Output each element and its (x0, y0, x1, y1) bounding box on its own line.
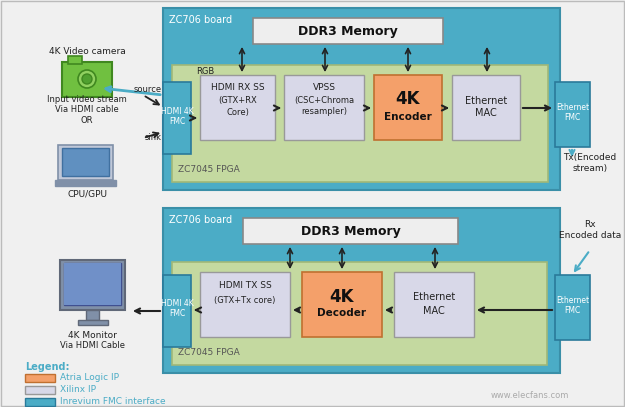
Text: Core): Core) (226, 107, 249, 116)
Bar (64, 263, 121, 305)
Bar (68, 56, 82, 64)
Text: Decoder: Decoder (318, 309, 366, 319)
Text: source: source (134, 85, 162, 94)
Text: ZC706 board: ZC706 board (169, 215, 232, 225)
Bar (62, 148, 109, 176)
Bar (374, 75, 442, 140)
Bar (163, 275, 191, 347)
Text: Rx
Encoded data: Rx Encoded data (559, 220, 621, 240)
Bar (555, 82, 590, 147)
Bar (25, 374, 55, 382)
Text: 4K: 4K (396, 90, 420, 109)
Text: (GTX+Tx core): (GTX+Tx core) (214, 295, 276, 304)
Text: Legend:: Legend: (25, 362, 69, 372)
Bar (163, 208, 560, 373)
Text: ZC7045 FPGA: ZC7045 FPGA (178, 165, 240, 174)
Bar (284, 75, 364, 140)
Bar (64, 263, 121, 305)
Text: Via HDMI Cable: Via HDMI Cable (59, 341, 124, 350)
Text: HDMI 4K: HDMI 4K (161, 107, 193, 116)
Text: MAC: MAC (423, 306, 445, 315)
Text: CPU/GPU: CPU/GPU (67, 190, 107, 199)
Bar (302, 272, 382, 337)
Text: FMC: FMC (564, 306, 581, 315)
Text: HDMI 4K: HDMI 4K (161, 300, 193, 309)
Bar (78, 320, 108, 325)
Text: FMC: FMC (169, 116, 185, 125)
Bar (253, 18, 443, 44)
Text: 4K: 4K (330, 287, 354, 306)
Bar (452, 75, 520, 140)
Text: DDR3 Memory: DDR3 Memory (298, 24, 398, 37)
Ellipse shape (82, 74, 92, 84)
Text: Ethernet: Ethernet (465, 96, 507, 105)
Text: sink: sink (145, 133, 162, 142)
Bar (60, 260, 125, 310)
Text: (CSC+Chroma: (CSC+Chroma (294, 96, 354, 105)
Bar (25, 398, 55, 406)
Bar (62, 62, 112, 97)
Text: Tx(Encoded
stream): Tx(Encoded stream) (563, 153, 617, 173)
Text: Inrevium FMC interface: Inrevium FMC interface (60, 398, 166, 407)
Text: Ethernet: Ethernet (556, 103, 589, 112)
Text: FMC: FMC (169, 309, 185, 319)
Text: www.elecfans.com: www.elecfans.com (491, 390, 569, 400)
Bar (172, 65, 548, 182)
Text: Ethernet: Ethernet (556, 296, 589, 305)
Bar (25, 386, 55, 394)
Bar (555, 275, 590, 340)
Bar (200, 75, 275, 140)
Bar (58, 145, 113, 180)
Text: Encoder: Encoder (384, 112, 432, 122)
Text: Input video stream
Via HDMI cable
OR: Input video stream Via HDMI cable OR (47, 95, 127, 125)
Bar (394, 272, 474, 337)
Text: VPSS: VPSS (312, 83, 336, 92)
Text: HDMI TX SS: HDMI TX SS (219, 282, 271, 291)
Text: DDR3 Memory: DDR3 Memory (301, 225, 401, 238)
Text: Ethernet: Ethernet (413, 293, 455, 302)
Text: resampler): resampler) (301, 107, 347, 116)
Bar (163, 82, 191, 154)
Text: MAC: MAC (475, 109, 497, 118)
Bar (172, 262, 547, 365)
Text: 4K Monitor: 4K Monitor (68, 330, 116, 339)
Text: ZC7045 FPGA: ZC7045 FPGA (178, 348, 240, 357)
Text: HDMI RX SS: HDMI RX SS (211, 83, 264, 92)
Text: FMC: FMC (564, 113, 581, 122)
Text: ZC706 board: ZC706 board (169, 15, 232, 25)
Text: RGB: RGB (196, 68, 214, 77)
Bar (55, 180, 116, 186)
Bar (163, 8, 560, 190)
Text: 4K Video camera: 4K Video camera (49, 48, 126, 57)
Ellipse shape (78, 70, 96, 88)
Text: (GTX+RX: (GTX+RX (218, 96, 257, 105)
Bar (86, 310, 99, 320)
Text: Atria Logic IP: Atria Logic IP (60, 374, 119, 383)
Text: Xilinx IP: Xilinx IP (60, 385, 96, 394)
Bar (243, 218, 458, 244)
Bar (200, 272, 290, 337)
